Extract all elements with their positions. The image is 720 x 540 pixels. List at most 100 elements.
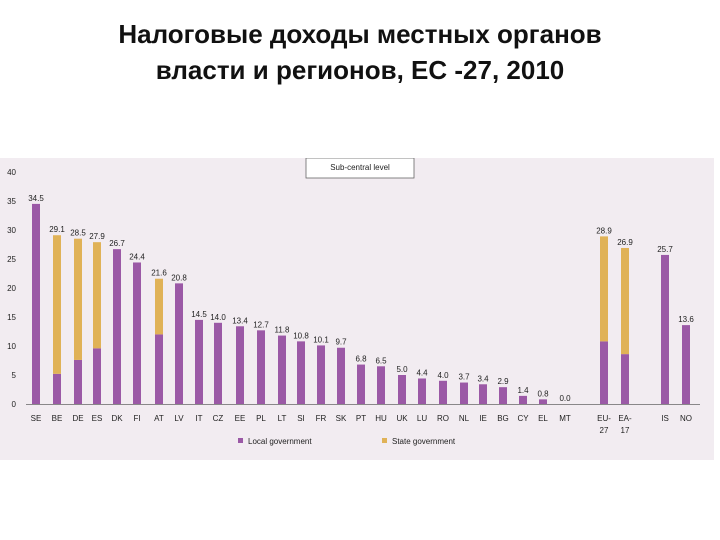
data-label-it: 14.5 (191, 310, 207, 319)
data-label-at: 21.6 (151, 269, 167, 278)
y-tick-label-3: 15 (7, 313, 16, 322)
data-label-is: 25.7 (657, 245, 673, 254)
bar-local-hu (377, 366, 385, 404)
bar-local-ea-17 (621, 354, 629, 404)
bar-local-is (661, 254, 669, 404)
data-label-lt: 11.8 (275, 326, 291, 335)
y-tick-label-0: 0 (12, 400, 17, 409)
bar-local-at (155, 334, 163, 404)
bar-state-es (93, 242, 101, 349)
x-tick-label-is: IS (661, 414, 669, 423)
bar-local-be (53, 373, 61, 404)
x-tick-label-sk: SK (336, 414, 347, 423)
data-label-pt: 6.8 (355, 355, 367, 364)
data-label-ie: 3.4 (477, 374, 489, 383)
bar-local-se (32, 203, 40, 404)
data-label-ro: 4.0 (437, 371, 449, 380)
x-tick-label-no: NO (680, 414, 692, 423)
legend-swatch-local (238, 438, 243, 443)
bar-local-cz (214, 322, 222, 404)
x-tick-label-se: SE (31, 414, 42, 423)
x-tick-label-fi: FI (133, 414, 140, 423)
x-tick-label-eu-27-2: 27 (600, 426, 609, 435)
y-tick-label-7: 35 (7, 197, 16, 206)
bar-local-no (682, 325, 690, 404)
subtitle-box (305, 158, 415, 179)
bar-local-uk (398, 375, 406, 404)
x-tick-label-nl: NL (459, 414, 470, 423)
x-tick-label-lv: LV (174, 414, 184, 423)
data-label-fi: 24.4 (129, 252, 145, 261)
data-label-hu: 6.5 (375, 356, 387, 365)
bar-local-pt (357, 364, 365, 404)
y-tick-label-2: 10 (7, 342, 16, 351)
x-tick-label-lu: LU (417, 414, 427, 423)
bar-local-es (93, 348, 101, 404)
bar-local-de (74, 359, 82, 404)
data-label-no: 13.6 (678, 315, 694, 324)
bar-local-sk (337, 347, 345, 404)
data-label-cy: 1.4 (517, 386, 529, 395)
x-tick-label-pt: PT (356, 414, 366, 423)
bar-local-ie (479, 384, 487, 404)
x-tick-label-ro: RO (437, 414, 449, 423)
x-tick-label-dk: DK (111, 414, 123, 423)
y-tick-label-5: 25 (7, 255, 16, 264)
slide-title: Налоговые доходы местных органов власти … (0, 16, 720, 88)
bar-local-lu (418, 378, 426, 404)
bar-local-lt (278, 335, 286, 404)
y-tick-label-6: 30 (7, 226, 16, 235)
data-label-eu-27: 28.9 (596, 226, 612, 235)
x-tick-label-ee: EE (235, 414, 246, 423)
chart-subtitle: Sub-central level (330, 163, 390, 172)
data-label-lv: 20.8 (171, 273, 187, 282)
x-tick-label-si: SI (297, 414, 305, 423)
slide-title-line-1: Налоговые доходы местных органов (118, 19, 602, 49)
data-label-be: 29.1 (49, 225, 65, 234)
bar-state-eu-27 (600, 236, 608, 342)
x-tick-label-ea-17-2: 17 (621, 426, 630, 435)
x-tick-label-ie: IE (479, 414, 487, 423)
x-tick-label-be: BE (52, 414, 63, 423)
data-label-si: 10.8 (293, 331, 309, 340)
bar-state-at (155, 278, 163, 335)
x-tick-label-bg: BG (497, 414, 509, 423)
bar-local-fr (317, 345, 325, 404)
x-tick-label-hu: HU (375, 414, 387, 423)
x-tick-label-el: EL (538, 414, 548, 423)
bar-local-lv (175, 283, 183, 404)
data-label-ee: 13.4 (232, 316, 248, 325)
chart-panel: Sub-central level 0 5 10 15 20 25 30 35 40 34.5 SE 2… (0, 158, 714, 460)
data-label-mt: 0.0 (559, 394, 571, 403)
data-label-sk: 9.7 (335, 338, 347, 347)
x-tick-label-eu-27-1: EU- (597, 414, 611, 423)
bar-local-nl (460, 382, 468, 404)
x-tick-label-mt: MT (559, 414, 571, 423)
x-tick-label-cy: CY (517, 414, 529, 423)
bar-local-it (195, 319, 203, 404)
bar-local-el (539, 399, 547, 404)
bar-chart: Sub-central level 0 5 10 15 20 25 30 35 40 34.5 SE 2… (7, 158, 700, 446)
x-tick-label-de: DE (72, 414, 83, 423)
x-tick-label-es: ES (92, 414, 103, 423)
x-tick-label-it: IT (195, 414, 202, 423)
x-tick-label-pl: PL (256, 414, 266, 423)
bar-local-cy (519, 395, 527, 404)
bar-local-eu-27 (600, 341, 608, 404)
bar-state-de (74, 238, 82, 360)
slide-title-line-2: власти и регионов, ЕС -27, 2010 (155, 55, 565, 85)
y-tick-label-8: 40 (7, 168, 16, 177)
x-tick-label-uk: UK (396, 414, 408, 423)
bar-local-fi (133, 262, 141, 404)
bar-local-ro (439, 380, 447, 404)
legend-label-state: State government (392, 437, 456, 446)
data-label-el: 0.8 (537, 389, 549, 398)
x-tick-label-fr: FR (316, 414, 327, 423)
bar-local-bg (499, 387, 507, 404)
x-tick-label-cz: CZ (213, 414, 224, 423)
data-label-fr: 10.1 (313, 335, 329, 344)
bar-local-si (297, 341, 305, 404)
bar-state-ea-17 (621, 247, 629, 355)
data-label-pl: 12.7 (253, 320, 269, 329)
y-tick-label-4: 20 (7, 284, 16, 293)
